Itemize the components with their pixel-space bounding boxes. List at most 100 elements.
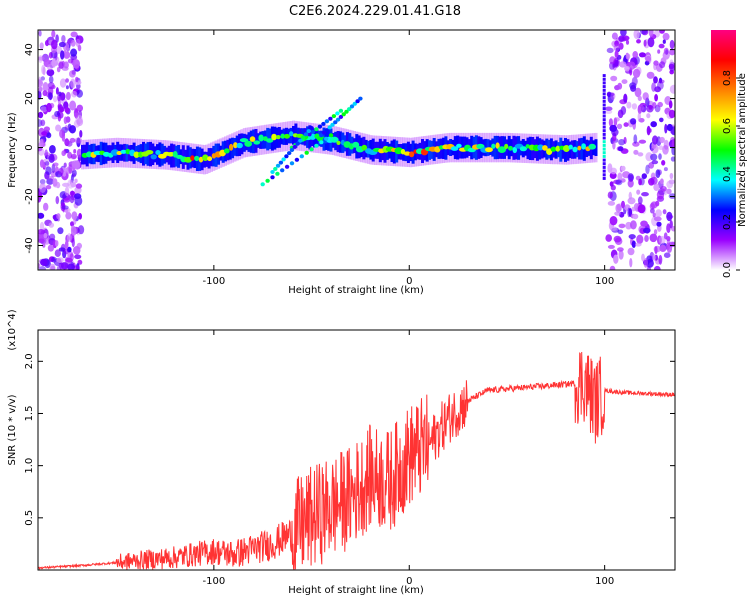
noise-cell — [59, 129, 65, 139]
noise-cell — [52, 178, 58, 187]
noise-cell — [668, 100, 673, 109]
streak-blob — [314, 127, 319, 132]
streak-blob — [317, 124, 323, 129]
vertical-feature-cell — [602, 107, 606, 111]
noise-cell — [647, 37, 655, 48]
streak-blob — [344, 109, 349, 114]
y-tick-label: 40 — [24, 43, 35, 56]
ridge-blob — [145, 150, 154, 155]
streak-blob — [327, 125, 332, 130]
noise-cell — [47, 92, 53, 100]
ridge-blob — [249, 136, 256, 142]
noise-cell — [78, 213, 82, 220]
noise-cell — [669, 84, 675, 94]
noise-cell — [76, 117, 84, 127]
noise-cell — [605, 106, 613, 111]
noise-cell — [658, 235, 666, 245]
ridge-blob — [588, 143, 596, 150]
ridge-blob — [525, 144, 530, 149]
noise-cell — [76, 104, 84, 112]
noise-cell — [627, 207, 631, 218]
streak-blob — [321, 130, 327, 135]
noise-cell — [38, 111, 44, 119]
ridge-blob — [352, 141, 360, 148]
vertical-feature-cell — [602, 154, 606, 158]
ridge-blob — [207, 156, 213, 162]
noise-cell — [60, 50, 65, 60]
noise-cell — [44, 161, 50, 166]
noise-cell — [619, 61, 627, 68]
noise-cell — [668, 63, 675, 70]
noise-cell — [609, 216, 618, 226]
noise-cell — [628, 61, 636, 70]
noise-cell — [38, 229, 45, 235]
streak-blob — [281, 157, 286, 162]
ridge-blob — [194, 155, 200, 162]
noise-cell — [633, 134, 638, 144]
noise-cell — [51, 39, 58, 50]
noise-cell — [65, 257, 73, 263]
noise-cell — [77, 225, 85, 235]
noise-cell — [63, 248, 69, 255]
streak-blob — [338, 108, 344, 113]
noise-cell — [48, 154, 55, 163]
noise-cell — [48, 75, 54, 84]
noise-cell — [51, 256, 57, 263]
band-cell — [568, 141, 572, 159]
noise-cell — [659, 117, 664, 123]
noise-cell — [624, 65, 630, 72]
noise-cell — [609, 124, 617, 132]
noise-cell — [40, 258, 48, 266]
ridge-blob — [542, 145, 548, 151]
ridge-blob — [229, 143, 234, 151]
streak-blob — [284, 154, 289, 159]
ridge-blob — [555, 145, 561, 152]
noise-cell — [661, 160, 666, 166]
noise-cell — [76, 242, 83, 249]
noise-cell — [45, 166, 52, 175]
ridge-blob — [508, 145, 513, 151]
x-tick-label: 0 — [406, 276, 412, 287]
noise-cell — [607, 201, 616, 206]
ridge-blob — [329, 136, 339, 143]
noise-cell — [38, 147, 43, 152]
noise-cell — [643, 39, 647, 47]
vertical-feature-cell — [602, 169, 606, 173]
noise-cell — [75, 38, 81, 48]
ridge-blob — [563, 145, 570, 152]
vertical-feature-cell — [602, 132, 606, 136]
noise-cell — [51, 84, 56, 90]
noise-cell — [610, 184, 616, 191]
spectrogram-frame — [37, 29, 676, 271]
noise-cell — [642, 92, 649, 101]
noise-cell — [646, 113, 651, 119]
noise-cell — [610, 75, 618, 82]
noise-cell — [628, 234, 636, 240]
colorbar: 0.0 0.2 0.4 0.6 0.8 Normalized spectral ampl… — [711, 30, 748, 278]
streak-blob — [347, 107, 352, 112]
streak-blob — [304, 150, 309, 155]
noise-cell — [66, 91, 71, 101]
band-cell — [580, 137, 584, 160]
ridge-blob — [233, 142, 238, 149]
streak-blob — [265, 178, 270, 183]
noise-cell — [54, 240, 59, 247]
noise-cell — [47, 244, 55, 252]
noise-cell — [610, 226, 617, 232]
noise-cell — [617, 229, 624, 235]
noise-cell — [625, 39, 630, 45]
x-tick-label: 100 — [595, 276, 614, 287]
noise-cell — [650, 121, 657, 128]
noise-cell — [72, 59, 81, 69]
noise-cell — [605, 234, 612, 242]
vertical-feature-cell — [602, 121, 606, 125]
noise-cell — [666, 236, 671, 242]
ridge-blob — [120, 149, 127, 154]
noise-cell — [652, 254, 656, 262]
noise-cell — [51, 30, 56, 38]
noise-cell — [662, 32, 670, 41]
noise-cell — [633, 149, 639, 155]
ridge-blob — [491, 143, 496, 149]
noise-cell — [68, 164, 73, 174]
